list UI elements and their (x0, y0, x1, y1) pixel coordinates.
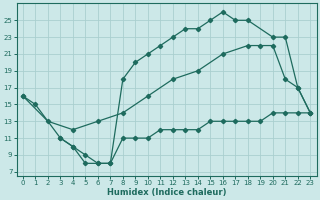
X-axis label: Humidex (Indice chaleur): Humidex (Indice chaleur) (107, 188, 226, 197)
